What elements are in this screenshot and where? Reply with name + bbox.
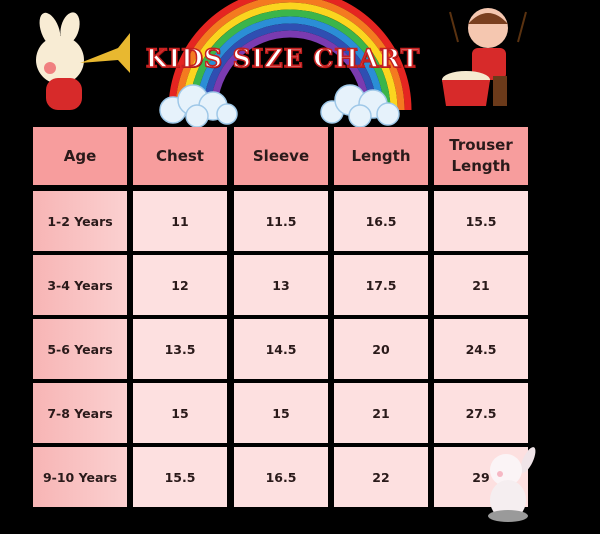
trouser-length-cell: 21 bbox=[434, 255, 528, 315]
chest-cell: 13.5 bbox=[133, 319, 227, 379]
length-cell: 20 bbox=[334, 319, 428, 379]
age-cell: 9-10 Years bbox=[33, 447, 127, 507]
cloud-icon bbox=[159, 84, 238, 127]
sleeve-cell: 11.5 bbox=[234, 191, 328, 251]
white-bunny-icon bbox=[488, 447, 536, 522]
trouser-length-cell: 15.5 bbox=[434, 191, 528, 251]
length-cell: 16.5 bbox=[334, 191, 428, 251]
length-cell: 17.5 bbox=[334, 255, 428, 315]
page-title: KIDS SIZE CHART bbox=[145, 43, 421, 74]
boy-drum-icon bbox=[442, 8, 527, 106]
trouser-length-cell: 27.5 bbox=[434, 383, 528, 443]
sleeve-cell: 13 bbox=[234, 255, 328, 315]
header-trouser-length: Trouser Length bbox=[434, 127, 528, 185]
chest-cell: 11 bbox=[133, 191, 227, 251]
header-chest: Chest bbox=[133, 127, 227, 185]
header-length: Length bbox=[334, 127, 428, 185]
cloud-icon bbox=[320, 84, 400, 127]
rainbow-icon bbox=[168, 0, 412, 111]
header-age: Age bbox=[33, 127, 127, 185]
length-cell: 21 bbox=[334, 383, 428, 443]
age-cell: 1-2 Years bbox=[33, 191, 127, 251]
chest-cell: 15 bbox=[133, 383, 227, 443]
sleeve-cell: 16.5 bbox=[234, 447, 328, 507]
header-sleeve: Sleeve bbox=[234, 127, 328, 185]
sleeve-cell: 15 bbox=[234, 383, 328, 443]
trouser-length-cell: 24.5 bbox=[434, 319, 528, 379]
bunny-trumpet-icon bbox=[36, 12, 130, 110]
age-cell: 3-4 Years bbox=[33, 255, 127, 315]
age-cell: 7-8 Years bbox=[33, 383, 127, 443]
chest-cell: 15.5 bbox=[133, 447, 227, 507]
length-cell: 22 bbox=[334, 447, 428, 507]
chest-cell: 12 bbox=[133, 255, 227, 315]
sleeve-cell: 14.5 bbox=[234, 319, 328, 379]
age-cell: 5-6 Years bbox=[33, 319, 127, 379]
